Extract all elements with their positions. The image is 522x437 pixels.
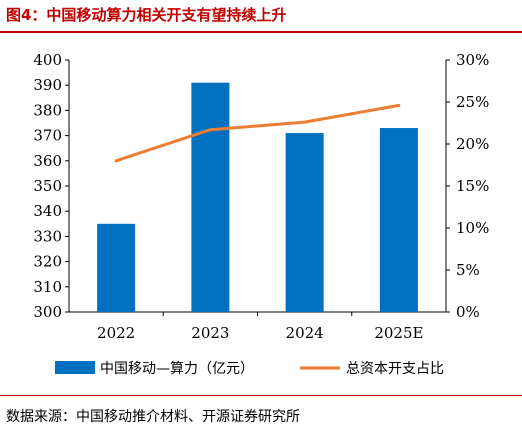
x-tick-label: 2025E [374, 324, 423, 342]
left-tick-label: 340 [33, 202, 62, 220]
bar [191, 82, 230, 313]
title-divider [0, 31, 522, 33]
right-tick-label: 20% [456, 135, 489, 153]
left-tick-label: 370 [33, 127, 62, 145]
left-tick-label: 320 [33, 253, 62, 271]
figure-title: 图4：中国移动算力相关开支有望持续上升 [6, 6, 287, 24]
combo-chart: 300 310 320 330 340 350 360 370 380 390 400 0% 5% 10%… [33, 51, 489, 377]
x-tick-label: 2024 [286, 324, 324, 342]
legend-line-label: 总资本开支占比 [346, 361, 444, 377]
left-tick-label: 330 [33, 227, 62, 245]
right-tick-label: 10% [456, 219, 489, 237]
right-tick-label: 25% [456, 93, 489, 111]
left-tick-label: 310 [33, 278, 62, 296]
right-tick-label: 30% [456, 51, 489, 69]
footer-divider [0, 395, 522, 396]
bar-series [97, 82, 418, 313]
x-tick-label: 2022 [97, 324, 135, 342]
left-tick-label: 300 [33, 303, 62, 321]
left-tick-label: 360 [33, 152, 62, 170]
tick-labels: 300 310 320 330 340 350 360 370 380 390 400 0% 5% 10%… [33, 51, 489, 342]
bar [97, 223, 136, 312]
source-note: 数据来源：中国移动推介材料、开源证券研究所 [6, 409, 300, 425]
x-tick-label: 2023 [191, 324, 229, 342]
left-tick-label: 350 [33, 177, 62, 195]
left-tick-label: 380 [33, 101, 62, 119]
right-tick-label: 15% [456, 177, 489, 195]
bar [379, 128, 418, 312]
right-tick-label: 5% [456, 261, 480, 279]
legend-bar-swatch [55, 361, 95, 374]
legend-bar-label: 中国移动—算力（亿元） [100, 361, 254, 377]
ratio-line [114, 103, 401, 163]
bar [285, 133, 324, 312]
right-tick-label: 0% [456, 303, 480, 321]
left-tick-label: 400 [33, 51, 62, 69]
left-tick-label: 390 [33, 76, 62, 94]
line-series [114, 103, 401, 163]
chart-legend: 中国移动—算力（亿元） 总资本开支占比 [55, 361, 444, 377]
